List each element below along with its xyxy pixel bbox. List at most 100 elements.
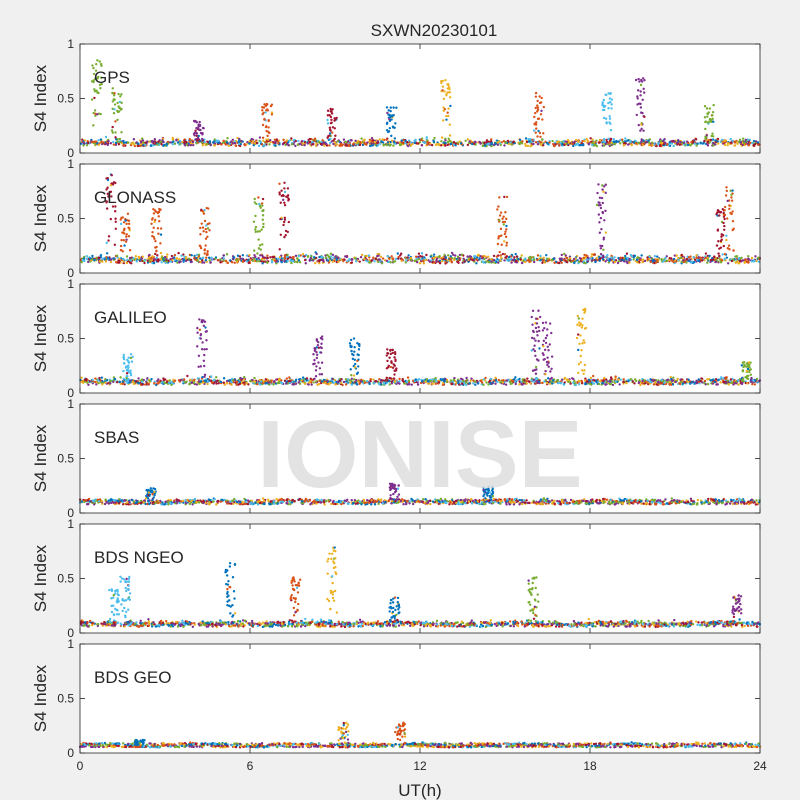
data-point (124, 240, 128, 243)
data-point (536, 143, 540, 146)
data-point (687, 142, 690, 145)
data-point (127, 235, 131, 238)
data-point (285, 142, 289, 146)
data-point (260, 143, 264, 146)
data-point (532, 378, 535, 381)
data-point (151, 230, 154, 234)
data-point (201, 256, 205, 260)
data-point (444, 256, 448, 259)
data-point (669, 375, 672, 379)
data-point (264, 378, 268, 381)
data-point (494, 382, 497, 385)
data-point (91, 254, 94, 258)
data-point (392, 144, 395, 147)
data-point (206, 227, 210, 230)
data-point (275, 138, 279, 141)
data-point (231, 142, 235, 145)
data-point (540, 109, 543, 113)
data-point (357, 380, 360, 383)
data-point (363, 257, 366, 261)
data-point (228, 142, 231, 146)
data-point (119, 376, 122, 379)
data-point (91, 64, 94, 67)
data-point (126, 258, 129, 261)
data-point (123, 227, 126, 231)
data-point (711, 117, 714, 121)
data-point (521, 140, 524, 143)
data-point (485, 381, 488, 384)
data-point (265, 129, 268, 133)
data-point (374, 379, 377, 383)
data-point (540, 138, 544, 141)
data-point (154, 252, 157, 256)
data-point (599, 206, 603, 210)
data-point (526, 144, 530, 148)
data-point (270, 113, 274, 116)
data-point (333, 119, 336, 122)
data-point (655, 259, 659, 262)
data-point (636, 97, 639, 100)
data-point (261, 262, 264, 265)
data-point (309, 379, 312, 383)
data-point (389, 261, 392, 264)
data-point (185, 141, 188, 144)
data-point (447, 86, 451, 89)
data-point (410, 258, 413, 262)
data-point (721, 138, 724, 142)
data-point (109, 382, 112, 385)
data-point (253, 201, 256, 204)
data-point (213, 138, 216, 141)
data-point (104, 135, 108, 139)
data-point (668, 141, 671, 144)
data-point (165, 260, 169, 263)
data-point (582, 144, 585, 147)
data-point (190, 254, 193, 257)
data-point (689, 382, 692, 385)
data-point (723, 208, 726, 212)
data-point (148, 253, 151, 257)
data-point (118, 257, 121, 260)
data-point (642, 129, 645, 132)
data-point (420, 144, 424, 147)
data-point (203, 140, 206, 144)
data-point (297, 139, 300, 143)
data-point (446, 111, 449, 114)
data-point (608, 139, 612, 143)
data-point (601, 382, 604, 385)
data-point (100, 82, 103, 86)
data-point (376, 144, 380, 147)
data-point (386, 254, 389, 258)
data-point (125, 235, 128, 238)
data-point (340, 381, 343, 385)
data-point (578, 380, 582, 383)
data-point (558, 143, 561, 146)
data-point (615, 139, 618, 143)
data-point (406, 144, 410, 148)
data-point (492, 258, 496, 262)
data-point (563, 143, 566, 146)
data-point (708, 107, 712, 110)
data-point (148, 379, 151, 382)
data-point (175, 139, 178, 142)
data-point (636, 89, 640, 92)
data-point (219, 261, 222, 264)
data-point (546, 259, 549, 263)
data-point (283, 218, 287, 221)
data-point (122, 257, 125, 261)
data-point (638, 80, 641, 83)
data-point (308, 137, 312, 141)
data-point (619, 378, 623, 381)
data-point (282, 141, 286, 145)
data-point (111, 100, 115, 103)
data-point (639, 383, 642, 387)
data-point (93, 140, 96, 144)
data-point (687, 378, 690, 381)
data-point (597, 382, 601, 386)
data-point (645, 141, 649, 144)
data-point (468, 382, 471, 385)
data-point (738, 138, 742, 142)
data-point (378, 258, 381, 261)
data-point (422, 262, 426, 265)
data-point (93, 380, 97, 384)
data-point (694, 138, 698, 141)
